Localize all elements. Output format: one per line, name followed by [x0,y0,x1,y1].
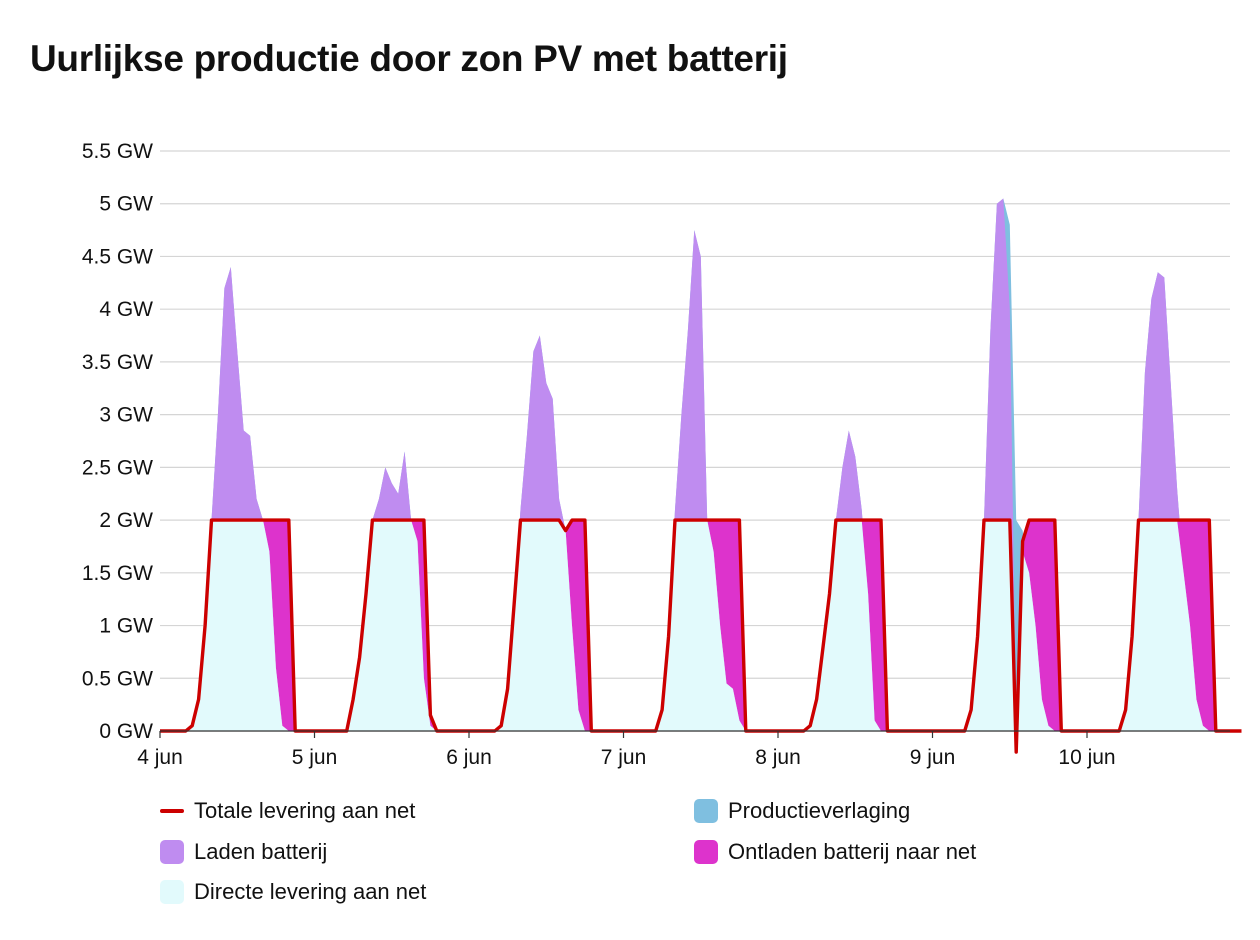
y-tick-label: 3 GW [99,404,153,427]
x-axis: 4 jun 5 jun 6 jun 7 jun 8 jun 9 jun 10 jun [137,730,1230,769]
x-tick-label: 8 jun [755,746,801,769]
legend-item-charge[interactable]: Laden batterij [160,839,327,865]
x-tick-label: 5 jun [292,746,338,769]
legend-label-total: Totale levering aan net [194,798,416,823]
x-tick-label: 7 jun [601,746,647,769]
series-areas [160,198,1242,753]
x-tick-label: 9 jun [910,746,956,769]
y-tick-label: 5 GW [99,193,153,216]
legend-item-total[interactable]: Totale levering aan net [160,798,415,824]
x-tick-label: 6 jun [446,746,492,769]
area-chart: 0 GW 0.5 GW 1 GW 1.5 GW 2 GW 2.5 GW 3 GW 3.5 GW… [82,140,1242,769]
legend-label-discharge: Ontladen batterij naar net [728,839,977,864]
legend-swatch-discharge [694,840,718,864]
x-tick-label: 4 jun [137,746,183,769]
legend-swatch-charge [160,840,184,864]
legend-swatch-curtail [694,799,718,823]
y-tick-label: 1.5 GW [82,562,153,585]
y-tick-label: 2.5 GW [82,456,153,479]
legend-item-discharge[interactable]: Ontladen batterij naar net [694,839,976,865]
legend-swatch-direct [160,880,184,904]
legend-label-direct: Directe levering aan net [194,879,427,904]
legend-swatch-total [160,809,184,813]
legend-item-direct[interactable]: Directe levering aan net [160,879,426,905]
y-tick-label: 2 GW [99,509,153,532]
y-tick-label: 5.5 GW [82,140,153,163]
direct-area [160,520,1242,753]
y-axis: 0 GW 0.5 GW 1 GW 1.5 GW 2 GW 2.5 GW 3 GW 3.5 GW… [82,140,153,743]
legend-label-curtail: Productieverlaging [728,798,911,823]
charge-area [160,198,1242,731]
legend-item-curtail[interactable]: Productieverlaging [694,798,910,824]
y-tick-label: 0.5 GW [82,667,153,690]
y-tick-label: 4.5 GW [82,245,153,268]
chart-title: Uurlijkse productie door zon PV met batt… [30,38,788,79]
y-tick-label: 3.5 GW [82,351,153,374]
x-tick-label: 10 jun [1058,746,1115,769]
y-tick-label: 1 GW [99,615,153,638]
discharge-area [160,520,1242,753]
y-tick-label: 4 GW [99,298,153,321]
legend-label-charge: Laden batterij [194,839,328,864]
y-tick-label: 0 GW [99,720,153,743]
